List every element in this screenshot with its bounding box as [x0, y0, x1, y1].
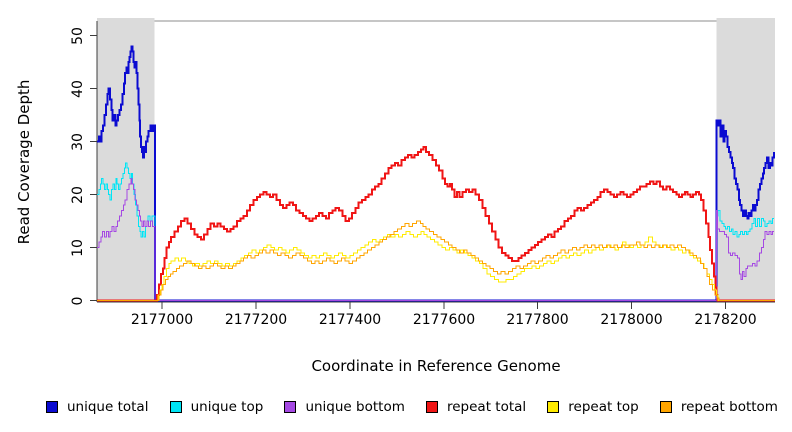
x-tick-label: 2178000: [600, 312, 663, 328]
legend-label: unique bottom: [305, 399, 405, 415]
x-tick-label: 2178200: [694, 312, 757, 328]
legend-swatch-repeat-total: [425, 401, 438, 413]
y-tick-label: 20: [70, 185, 86, 204]
legend-swatch-unique-total: [46, 401, 58, 413]
legend-item-unique-total: unique total: [46, 399, 148, 415]
legend-item-unique-bottom: unique bottom: [284, 399, 405, 415]
legend-swatch-unique-bottom: [284, 401, 297, 413]
legend-swatch-repeat-top: [547, 401, 560, 413]
legend-item-unique-top: unique top: [169, 399, 264, 415]
legend-label: repeat total: [446, 399, 527, 415]
y-tick-label: 10: [70, 238, 86, 257]
plot-canvas: [90, 18, 775, 309]
legend-item-repeat-bottom: repeat bottom: [659, 399, 778, 415]
legend-item-repeat-total: repeat total: [425, 399, 527, 415]
y-tick-label: 50: [70, 26, 86, 45]
legend-label: repeat bottom: [680, 399, 778, 415]
y-tick-label: 40: [70, 79, 86, 98]
legend: unique total unique top unique bottom repea…: [0, 399, 792, 415]
legend-label: unique total: [67, 399, 149, 415]
x-axis-title: Coordinate in Reference Genome: [311, 357, 561, 375]
x-tick-label: 2177200: [224, 312, 288, 328]
y-tick-label: 0: [70, 296, 86, 305]
x-tick-label: 2177600: [412, 312, 476, 328]
legend-label: unique top: [190, 399, 264, 415]
legend-swatch-unique-top: [169, 401, 182, 413]
legend-label: repeat top: [568, 399, 639, 415]
y-axis-title: Read Coverage Depth: [15, 79, 33, 245]
legend-item-repeat-top: repeat top: [547, 399, 639, 415]
legend-swatch-repeat-bottom: [659, 401, 672, 413]
x-tick-label: 2177000: [130, 312, 194, 328]
y-tick-label: 30: [70, 132, 86, 151]
x-tick-label: 2177800: [506, 312, 569, 328]
x-tick-label: 2177400: [318, 312, 382, 328]
